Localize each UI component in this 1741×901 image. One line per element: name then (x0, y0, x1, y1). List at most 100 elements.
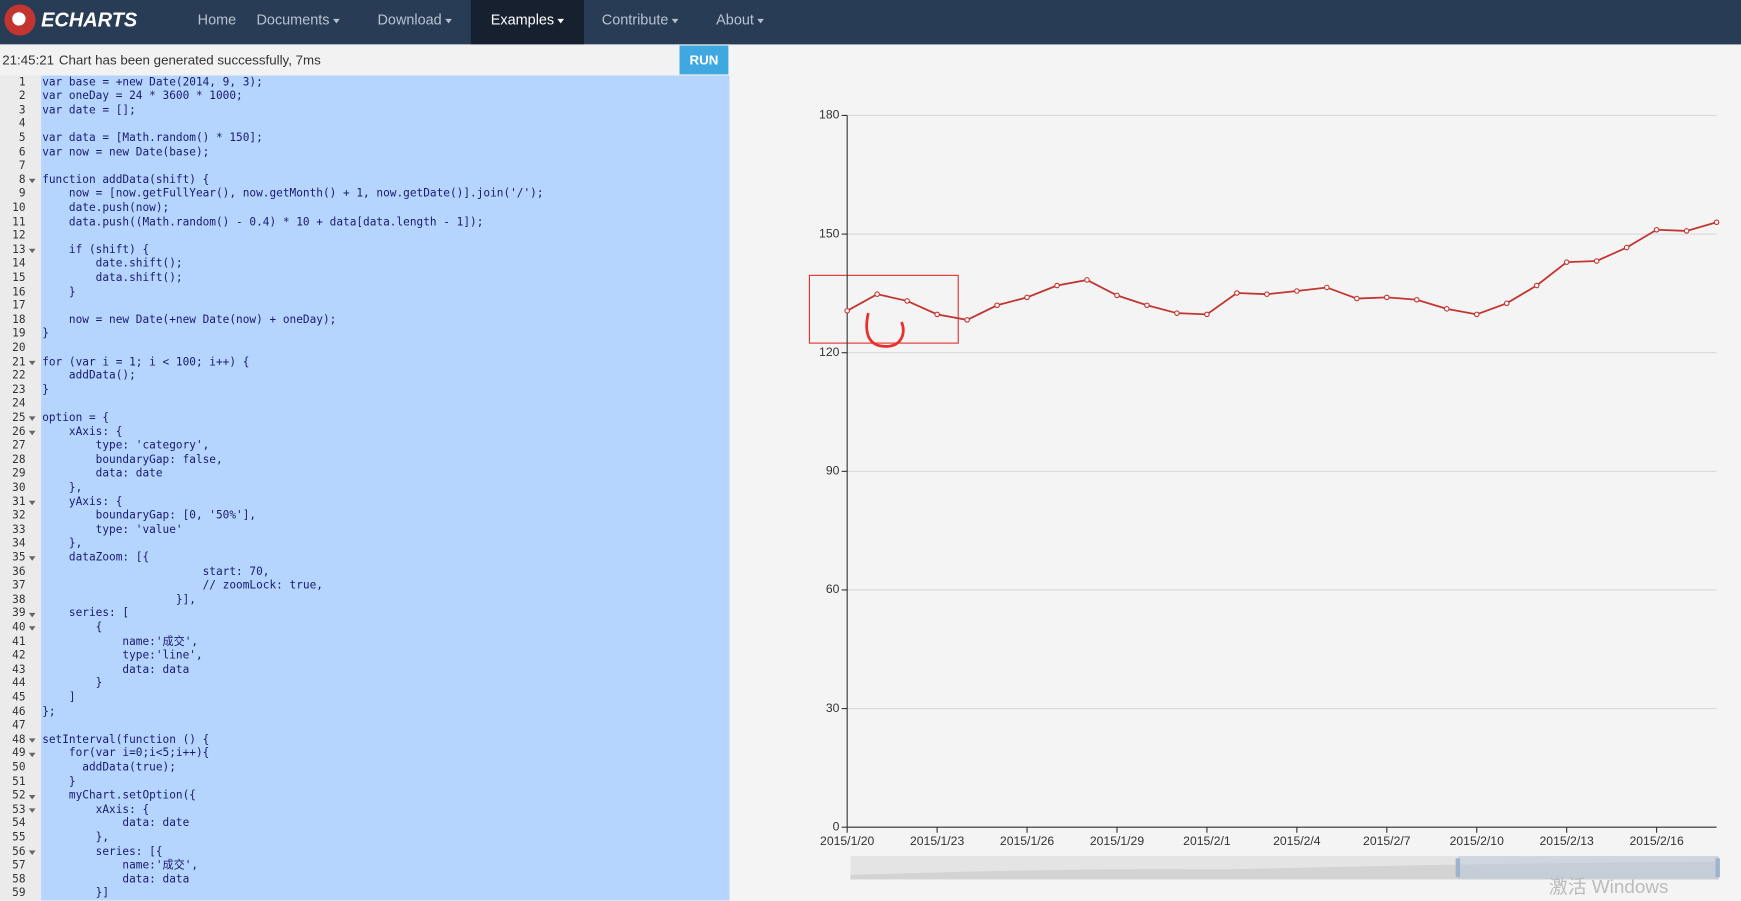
caret (332, 18, 340, 23)
fold-marker[interactable] (28, 738, 36, 744)
fold-marker[interactable] (28, 248, 36, 254)
line-number: 41 (12, 635, 26, 648)
code-line: type: 'category', (42, 439, 210, 453)
line-number: 3 (18, 104, 26, 117)
line-number: 38 (12, 593, 26, 606)
code-line: xAxis: { (42, 803, 150, 816)
run-button[interactable]: RUN (679, 45, 729, 75)
line-number: 55 (12, 831, 26, 844)
line-number: 32 (12, 509, 26, 522)
data-point (874, 291, 880, 297)
code-line: setInterval(function () { (42, 733, 210, 746)
fold-marker[interactable] (28, 850, 36, 855)
code-line: data: data (42, 873, 190, 886)
y-tick-label: 180 (819, 108, 840, 122)
code-line: boundaryGap: [0, '50%'], (42, 509, 257, 522)
code-line: date.shift(); (42, 257, 183, 271)
data-point (1473, 311, 1480, 318)
code-line: type: 'value' (42, 523, 183, 536)
fold-marker[interactable] (28, 626, 36, 632)
nav-item[interactable]: Examples (470, 0, 585, 45)
y-tick-label: 150 (819, 226, 840, 240)
line-number: 27 (12, 439, 26, 453)
x-tick-label: 2015/1/20 (820, 834, 875, 848)
fold-marker[interactable] (28, 752, 36, 758)
line-number: 35 (12, 551, 26, 564)
status-message: Chart has been generated successfully, 7… (58, 52, 321, 68)
datazoom-handle[interactable] (1455, 858, 1461, 878)
line-number: 6 (18, 146, 26, 159)
nav-item[interactable]: Download (358, 0, 472, 44)
nav-item[interactable]: About (696, 0, 784, 44)
x-tick-label: 2015/1/26 (1000, 834, 1055, 848)
data-point (1384, 294, 1390, 301)
chart: 激活 Windows 0 30 60 90 120 150 180 2015/1/20 2015… (808, 108, 1720, 897)
line-number: 20 (12, 341, 26, 355)
line-number: 23 (12, 383, 26, 397)
line-number: 18 (12, 313, 26, 327)
data-point (1683, 228, 1690, 234)
fold-marker[interactable] (28, 500, 36, 506)
nav-item[interactable]: Contribute (582, 0, 699, 44)
line-number: 15 (12, 271, 26, 285)
line-number: 13 (12, 243, 26, 257)
data-point (1354, 295, 1360, 302)
nav-item[interactable]: Documents (237, 0, 360, 44)
code-line: data: data (42, 663, 190, 676)
code-line: }, (42, 831, 110, 844)
line-number: 30 (12, 481, 26, 494)
x-tick-label: 2015/2/16 (1629, 834, 1684, 848)
code-line: xAxis: { (42, 425, 123, 439)
fold-marker[interactable] (28, 416, 36, 422)
line-number: 21 (12, 355, 26, 369)
data-point (1264, 291, 1270, 297)
series-line (846, 221, 1717, 321)
data-point (1443, 306, 1450, 312)
line-number: 53 (12, 803, 26, 816)
caret (557, 18, 565, 23)
fold-marker[interactable] (28, 360, 36, 366)
x-tick-label: 2015/2/13 (1540, 834, 1595, 848)
status-time: 21:45:21 (2, 52, 55, 68)
line-number: 44 (12, 677, 26, 690)
line-number: 26 (12, 425, 26, 439)
line-number: 52 (12, 789, 26, 802)
fold-marker[interactable] (28, 430, 36, 436)
line-number: 17 (12, 299, 26, 313)
fold-marker[interactable] (28, 808, 36, 813)
line-number: 48 (12, 733, 26, 746)
nav-item[interactable]: Home (197, 11, 237, 28)
code-line: if (shift) { (42, 243, 150, 257)
line-number: 45 (12, 691, 26, 704)
fold-marker[interactable] (28, 178, 36, 184)
line-number: 39 (12, 607, 26, 620)
code-line: data: date (42, 467, 163, 480)
line-number: 5 (18, 132, 26, 145)
code-line: } (42, 383, 49, 397)
line-number: 58 (12, 873, 26, 886)
line-number: 7 (18, 159, 26, 173)
code-line: // zoomLock: true, (42, 579, 323, 592)
data-point (1294, 288, 1300, 294)
datazoom-handle[interactable] (1715, 858, 1720, 878)
code-editor[interactable]: 1 2 3 4 5 6 7 8 9 10 11 12 13 14 15 16 17 18 19 20 21 22 23 24 2… (0, 75, 730, 901)
annotation-scribble (865, 312, 905, 348)
fold-marker[interactable] (28, 612, 36, 618)
code-line: name:'成交', (42, 859, 199, 872)
line-number: 49 (12, 747, 26, 760)
y-tick-label: 0 (833, 819, 840, 833)
line-number: 11 (12, 215, 26, 229)
annotation-box (808, 274, 959, 344)
status-bar: 21:45:21 Chart has been generated succes… (0, 44, 730, 76)
line-number: 1 (18, 76, 26, 89)
line-number: 28 (12, 453, 26, 466)
line-number: 36 (12, 565, 26, 578)
code-line: data.push((Math.random() - 0.4) * 10 + d… (42, 215, 484, 229)
fold-marker[interactable] (28, 556, 36, 562)
logo[interactable]: ECHARTS (0, 0, 155, 44)
data-point (1024, 294, 1030, 301)
fold-marker[interactable] (28, 794, 36, 799)
datazoom-window[interactable] (1457, 856, 1719, 880)
data-point (1623, 244, 1630, 251)
code-line: var base = +new Date(2014, 9, 3); (42, 76, 263, 89)
